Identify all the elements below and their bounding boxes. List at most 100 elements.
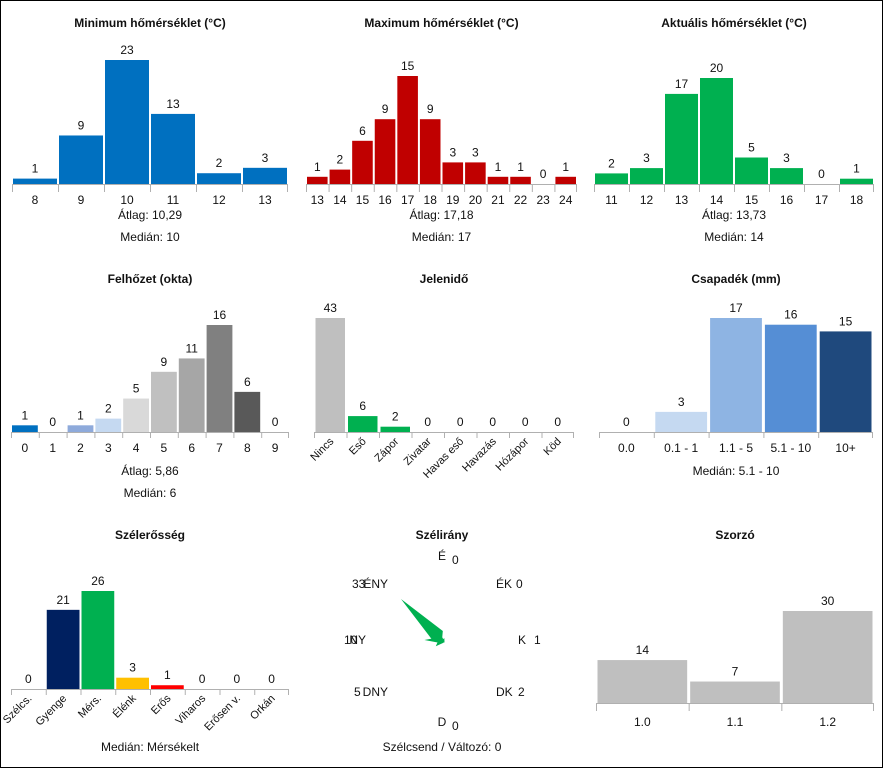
bar — [151, 685, 184, 689]
stat-median: Medián: 14 — [592, 230, 876, 244]
stat-mean: Átlag: 10,29 — [8, 208, 292, 222]
bar — [710, 318, 762, 432]
tick-label: 8 — [244, 441, 251, 455]
stat-mean-value: 17,18 — [443, 208, 474, 222]
data-label: 7 — [732, 665, 739, 679]
tick-label: 1.1 - 5 — [719, 441, 753, 455]
bar — [419, 119, 441, 184]
tick-label: 0.1 - 1 — [664, 441, 698, 455]
stat-mean-label: Átlag: — [701, 208, 733, 222]
direction-label: K — [518, 633, 526, 647]
tick-label: Nincs — [308, 435, 336, 463]
data-label: 0 — [522, 415, 529, 429]
bar — [630, 168, 663, 184]
bar — [116, 677, 149, 689]
data-label: 9 — [78, 118, 85, 132]
tick-label: Zápor — [373, 435, 402, 464]
bar — [348, 416, 378, 432]
stat-median-label: Medián: — [123, 486, 167, 500]
stat-mean-label: Átlag: — [409, 208, 441, 222]
bar — [397, 76, 418, 184]
chart-title: Szélirány — [415, 528, 469, 542]
data-label: 43 — [324, 301, 338, 315]
bar — [770, 168, 803, 184]
data-label: 1 — [853, 162, 860, 176]
data-label: 1 — [314, 160, 321, 174]
data-label: 3 — [472, 145, 479, 159]
bar — [243, 167, 287, 184]
direction-label: NY — [349, 633, 366, 647]
tick-label: 10+ — [835, 441, 855, 455]
tick-label: 13 — [311, 193, 325, 207]
tick-label: 7 — [216, 441, 223, 455]
tick-label: Eső — [347, 436, 369, 458]
bar-chart: 0Szélcs.21Gyenge26Mérs.3Élénk1Erős0Vihar… — [1, 574, 289, 734]
direction-value: 2 — [518, 685, 525, 699]
tick-label: 5.1 - 10 — [770, 441, 811, 455]
tick-label: 1.0 — [634, 715, 651, 729]
data-label: 0 — [25, 672, 32, 686]
data-label: 2 — [216, 156, 223, 170]
stat-median-value: 5.1 - 10 — [738, 464, 780, 478]
bar-chart: 1 8 9 9 23 10 13 11 2 12 3 13 — [12, 43, 288, 207]
chart-title: Aktuális hőmérséklet (°C) — [661, 16, 807, 30]
bar — [442, 162, 464, 184]
data-label: 0 — [623, 415, 630, 429]
direction-value: 5 — [354, 685, 361, 699]
data-label: 20 — [710, 61, 724, 75]
wind-petal — [400, 598, 443, 641]
direction-label: DK — [496, 685, 513, 699]
stat-median-label: Medián: — [100, 740, 144, 754]
data-label: 0 — [424, 415, 431, 429]
direction-value: 33 — [352, 577, 366, 591]
data-label: 3 — [129, 661, 136, 675]
bar — [690, 681, 780, 703]
data-label: 0 — [818, 167, 825, 181]
tick-label: 12 — [640, 193, 654, 207]
data-label: 23 — [120, 43, 134, 57]
tick-label: 10 — [120, 193, 134, 207]
data-label: 17 — [675, 77, 689, 91]
data-label: 0 — [234, 672, 241, 686]
chart-title: Szélerősség — [114, 528, 186, 542]
tick-label: 3 — [105, 441, 112, 455]
stat-median-label: Medián: — [704, 230, 747, 244]
bar — [206, 325, 233, 432]
direction-value: 1 — [534, 633, 541, 647]
bar — [67, 425, 94, 432]
stat-mean-value: 13,73 — [736, 208, 767, 222]
tick-label: Orkán — [248, 693, 278, 723]
tick-label: 21 — [491, 193, 505, 207]
tick-label: Erősen v. — [202, 693, 243, 734]
bar — [12, 425, 38, 432]
tick-label: 19 — [446, 193, 460, 207]
tick-label: 16 — [780, 193, 794, 207]
multiplier-chart: Szorzó 14 1.0 7 1.1 30 1.2 — [594, 520, 876, 760]
calm-value: 0 — [494, 740, 502, 754]
chart-title: Maximum hőmérséklet (°C) — [364, 16, 519, 30]
data-label: 1 — [562, 160, 569, 174]
tick-label: 17 — [401, 193, 415, 207]
stat-median-label: Medián: — [692, 464, 736, 478]
tick-label: 2 — [77, 441, 84, 455]
bar — [735, 157, 768, 184]
bar-chart: 14 1.0 7 1.1 30 1.2 — [596, 594, 874, 729]
bar — [46, 609, 80, 689]
data-label: 0 — [199, 672, 206, 686]
tick-label: 18 — [424, 193, 438, 207]
data-label: 0 — [489, 415, 496, 429]
data-label: 2 — [608, 156, 615, 170]
bar — [555, 176, 576, 184]
tick-label: 1 — [49, 441, 56, 455]
data-label: 0 — [49, 415, 56, 429]
data-label: 1 — [22, 408, 29, 422]
data-label: 0 — [457, 415, 464, 429]
data-label: 9 — [427, 102, 434, 116]
data-label: 1 — [77, 408, 84, 422]
direction-value: 10 — [344, 633, 358, 647]
bar — [307, 176, 328, 184]
bar — [487, 176, 509, 184]
data-label: 21 — [56, 593, 70, 607]
bar-chart: 0 0.0 3 0.1 - 1 17 1.1 - 5 16 5.1 - 10 15 10+ — [599, 301, 873, 455]
cloud-cover-chart: Felhőzet (okta) 1 0 0 1 1 2 2 3 5 4 9 5 11 6 16 7 6 8 0 9 Á… — [8, 264, 292, 504]
